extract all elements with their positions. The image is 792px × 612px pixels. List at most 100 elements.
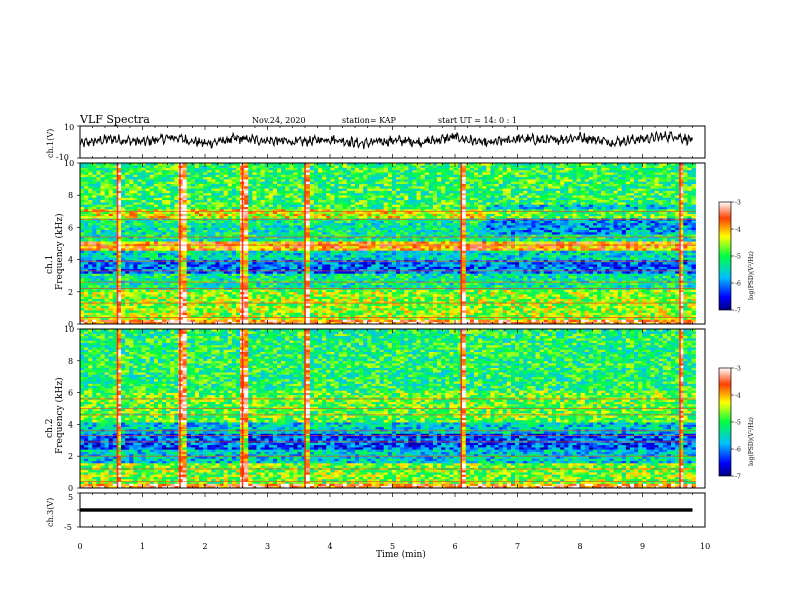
spectrogram-cell [219,215,224,219]
spectrogram-cell [301,278,307,281]
spectrogram-cell [84,303,89,306]
spectrogram-cell [129,241,134,244]
spectrogram-cell [326,211,331,214]
spectrogram-cell [326,215,331,219]
spectrogram-cell [244,167,249,171]
spectrogram-cell [264,289,270,293]
spectrogram-cell [268,215,274,219]
spectrogram-cell [313,271,319,274]
spectrogram-cell [190,213,196,217]
spectrogram-cell [203,183,208,187]
spectrogram-cell [96,163,101,166]
spectrogram-cell [215,303,220,306]
spectrogram-cell [322,163,327,166]
spectrogram-cell [203,291,208,295]
spectrogram-cell [133,296,138,299]
spectrogram-cell [297,238,302,242]
spectrogram-cell [350,257,356,260]
spectrogram-cell [231,250,237,253]
spectrogram-cell [252,248,257,251]
spectrogram-cell [137,206,142,210]
spectrogram-cell [170,238,175,242]
spectrogram-cell [88,215,93,219]
spectrogram-cell [92,169,97,173]
spectrogram-cell [359,197,364,201]
spectrogram-cell [346,261,352,265]
spectrogram-cell [359,255,364,258]
spectrogram-cell [326,169,331,173]
spectrogram-cell [338,195,343,198]
spectrogram-cell [190,280,196,283]
spectrogram-cell [293,245,298,249]
spectrogram-cell [108,291,114,295]
spectrogram-cell [334,222,339,226]
spectrogram-cell [80,264,85,267]
spectrogram-cell [121,278,126,281]
spectrogram-cell [281,222,286,226]
spectrogram-cell [199,296,204,299]
spectrogram-cell [116,206,122,210]
spectrogram-cell [346,294,352,297]
spectrogram-cell [330,227,335,230]
spectrogram-cell [268,252,274,256]
spectrogram-cell [248,209,253,212]
spectrogram-cell [137,275,142,279]
spectrogram-cell [174,188,179,191]
spectrogram-cell [235,211,241,214]
spectrogram-cell [330,245,335,249]
spectrogram-cell [100,255,105,258]
spectrogram-cell [305,172,311,175]
spectrogram-cell [84,275,89,279]
spectrogram-cell [145,248,151,251]
spectrogram-cell [219,238,224,242]
spectrogram-cell [112,229,118,233]
spectrogram-cell [104,209,110,212]
spectrogram-cell [268,222,274,226]
spectrogram-cell [264,252,270,256]
spectrogram-cell [330,176,335,180]
spectrogram-cell [313,169,319,173]
spectrogram-cell [264,236,270,240]
spectrogram-cell [338,167,343,171]
spectrogram-cell [305,298,311,302]
spectrogram-cell [277,294,282,297]
spectrogram-cell [248,163,253,166]
spectrogram-cell [244,298,249,302]
spectrogram-cell [330,314,335,318]
spectrogram-cell [322,303,327,306]
spectrogram-cell [141,319,146,322]
spectrogram-cell [199,250,204,253]
spectrogram-cell [170,303,175,306]
spectrogram-cell [334,307,339,311]
spectrogram-cell [80,271,85,274]
spectrogram-cell [149,172,155,175]
spectrogram-cell [137,229,142,233]
spectrogram-cell [112,305,118,309]
spectrogram-cell [145,238,151,242]
spectrogram-cell [157,202,163,205]
spectrogram-cell [318,206,323,210]
spectrogram-cell [100,245,105,249]
spectrogram-cell [338,225,343,228]
spectrogram-cell [346,275,352,279]
spectrogram-cell [346,172,352,175]
spectrogram-cell [92,282,97,286]
spectrogram-cell [112,220,118,224]
spectrogram-cell [100,209,105,212]
spectrogram-cell [92,188,97,191]
spectrogram-cell [133,169,138,173]
spectrogram-cell [322,232,327,235]
spectrogram-cell [145,202,151,205]
spectrogram-cell [277,202,282,205]
spectrogram-cell [104,169,110,173]
spectrogram-cell [121,296,126,299]
spectrogram-cell [157,248,163,251]
spectrogram-cell [174,229,179,233]
spectrogram-cell [157,245,163,249]
spectrogram-cell [162,278,167,281]
spectrogram-cell [342,278,348,281]
spectrogram-cell [149,238,155,242]
spectrogram-cell [297,197,302,201]
spectrogram-cell [354,248,360,251]
spectrogram-cell [211,206,216,210]
